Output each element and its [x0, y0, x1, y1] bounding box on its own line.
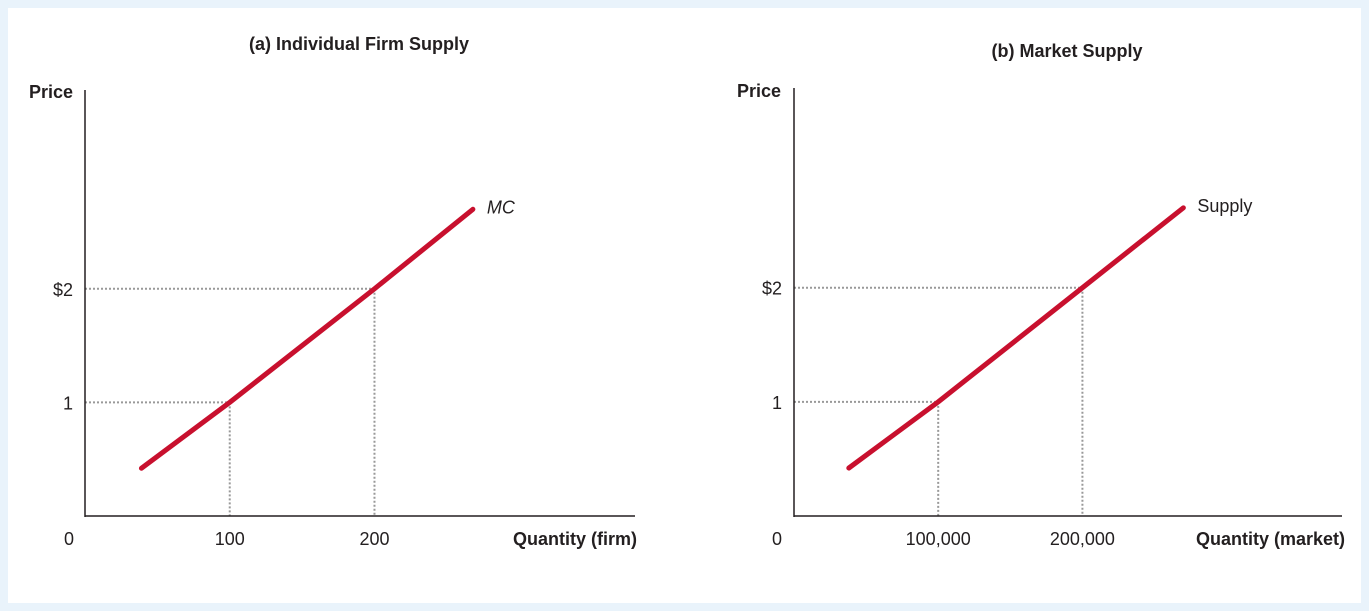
chart-a-x-tick-label: 200: [359, 529, 389, 549]
chart-b-origin-label: 0: [772, 529, 782, 549]
chart-b-ylabel: Price: [737, 81, 781, 101]
chart-b-title: (b) Market Supply: [991, 41, 1142, 61]
chart-a-ylabel: Price: [29, 82, 73, 102]
chart-individual-firm-supply: (a) Individual Firm Supply Price Quantit…: [29, 34, 637, 549]
chart-b-series-line: [846, 205, 1186, 471]
chart-a-title: (a) Individual Firm Supply: [249, 34, 469, 54]
chart-b-y-tick-label: 1: [772, 393, 782, 413]
chart-a-x-tick-label: 100: [215, 529, 245, 549]
chart-a-xlabel: Quantity (firm): [513, 529, 637, 549]
chart-b-x-tick-label: 100,000: [906, 529, 971, 549]
chart-a-y-tick-label: $2: [53, 280, 73, 300]
chart-a-origin-label: 0: [64, 529, 74, 549]
chart-b-xlabel: Quantity (market): [1196, 529, 1345, 549]
chart-b-series-label: Supply: [1197, 196, 1252, 216]
chart-a-series-label: MC: [487, 197, 516, 217]
chart-a-series-line: [138, 206, 476, 471]
chart-b-x-tick-label: 200,000: [1050, 529, 1115, 549]
figure-panel: [8, 8, 1361, 603]
chart-market-supply: (b) Market Supply Price Quantity (market…: [737, 41, 1345, 549]
chart-b-y-tick-label: $2: [762, 279, 782, 299]
chart-a-y-tick-label: 1: [63, 393, 73, 413]
